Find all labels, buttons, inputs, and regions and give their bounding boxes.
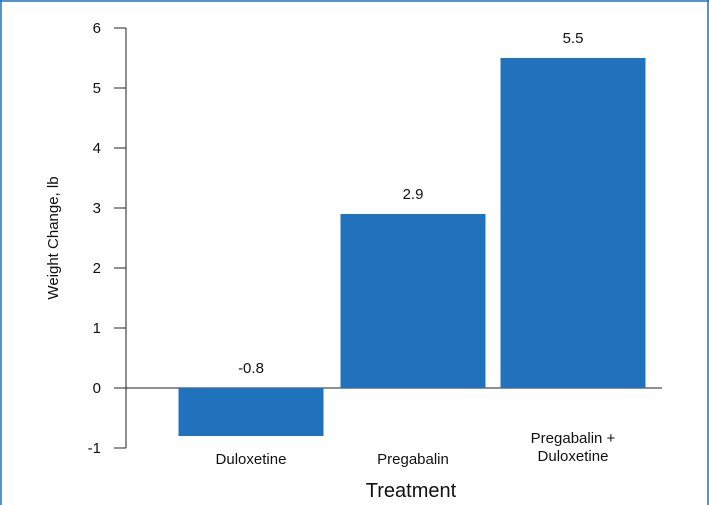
x-tick-label: Pregabalin bbox=[377, 451, 449, 468]
x-tick-label: Duloxetine bbox=[216, 451, 287, 468]
bar-series bbox=[178, 58, 646, 436]
x-tick-label: Pregabalin + bbox=[531, 430, 616, 447]
bar bbox=[178, 388, 324, 436]
x-tick-label: Duloxetine bbox=[538, 448, 609, 465]
y-axis-title: Weight Change, lb bbox=[45, 176, 62, 299]
y-tick-label: 5 bbox=[93, 80, 101, 97]
y-tick-label: 3 bbox=[93, 200, 101, 217]
y-tick-label: 0 bbox=[93, 380, 101, 397]
y-tick-label: 4 bbox=[93, 140, 101, 157]
data-label: 2.9 bbox=[403, 186, 424, 203]
data-label: 5.5 bbox=[563, 30, 584, 47]
chart-labels: -1 0 1 2 3 4 5 6 -0.8 Duloxetine 2.9 Pregabalin 5.5 P… bbox=[88, 20, 616, 468]
y-tick-label: -1 bbox=[88, 440, 101, 457]
bar bbox=[500, 58, 646, 388]
x-axis-title: Treatment bbox=[366, 480, 457, 502]
y-tick-label: 6 bbox=[93, 20, 101, 37]
y-tick-label: 1 bbox=[93, 320, 101, 337]
y-tick-label: 2 bbox=[93, 260, 101, 277]
data-label: -0.8 bbox=[238, 360, 264, 377]
bar bbox=[340, 214, 486, 388]
